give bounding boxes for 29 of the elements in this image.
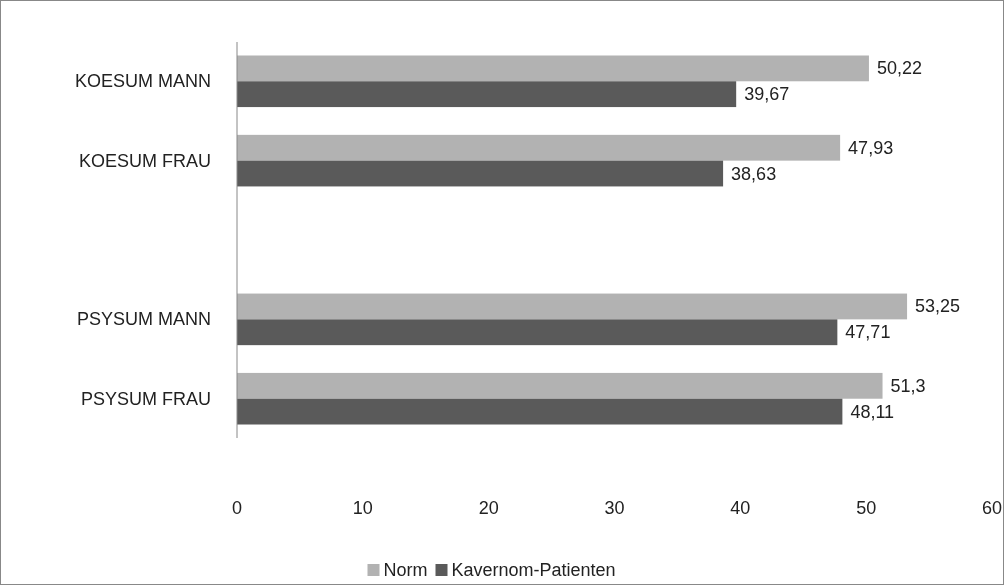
bar bbox=[237, 55, 869, 82]
data-label: 53,25 bbox=[915, 296, 961, 317]
bar bbox=[237, 81, 737, 108]
legend-label: Kavernom-Patienten bbox=[451, 560, 616, 580]
bar bbox=[237, 134, 841, 161]
legend-label: Norm bbox=[383, 560, 428, 580]
bar bbox=[237, 293, 908, 320]
y-tick-label: PSYSUM MANN bbox=[76, 309, 211, 330]
data-label: 50,22 bbox=[876, 58, 922, 79]
data-label: 48,11 bbox=[850, 401, 895, 422]
x-tick-label: 40 bbox=[730, 498, 751, 518]
data-label: 47,93 bbox=[848, 137, 894, 158]
bar bbox=[237, 319, 838, 346]
y-tick-label: KOESUM MANN bbox=[74, 71, 211, 92]
x-tick-label: 50 bbox=[856, 498, 877, 518]
bar bbox=[237, 398, 843, 425]
y-tick-label: KOESUM FRAU bbox=[78, 150, 211, 171]
x-tick-label: 20 bbox=[478, 498, 499, 518]
data-label: 47,71 bbox=[845, 322, 891, 343]
x-tick-label: 30 bbox=[604, 498, 625, 518]
x-tick-label: 0 bbox=[231, 498, 243, 518]
data-label: 51,3 bbox=[890, 375, 926, 396]
data-label: 39,67 bbox=[744, 84, 790, 105]
bar bbox=[237, 372, 883, 399]
data-label: 38,63 bbox=[731, 163, 777, 184]
x-tick-label: 10 bbox=[352, 498, 373, 518]
x-tick-label: 60 bbox=[981, 498, 1003, 518]
bar bbox=[237, 160, 724, 187]
y-tick-label: PSYSUM FRAU bbox=[80, 388, 211, 409]
